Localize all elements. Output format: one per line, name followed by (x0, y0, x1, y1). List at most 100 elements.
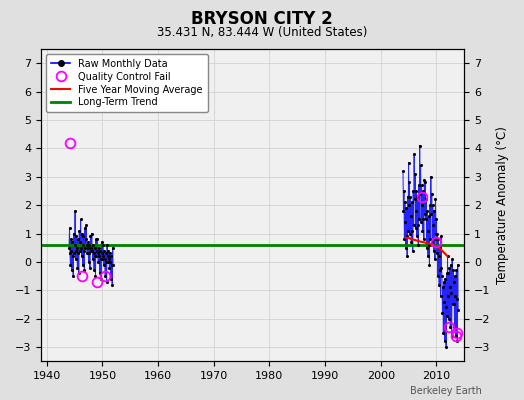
Point (416, 142, 424, 149)
Point (89, 256, 97, 262)
Point (93, 236, 102, 242)
Point (106, 250, 114, 257)
Point (428, 239, 436, 245)
Point (90, 244, 99, 251)
Point (102, 278, 111, 285)
Point (109, 262, 117, 268)
Point (431, 256, 439, 262)
Point (439, 284, 447, 291)
Point (454, 307, 462, 313)
Point (69, 273, 78, 279)
Point (405, 202, 413, 208)
Point (103, 242, 111, 248)
Point (417, 219, 425, 225)
Point (450, 278, 458, 285)
Point (97, 276, 105, 282)
Point (442, 344, 450, 350)
Point (426, 236, 434, 242)
Point (76, 239, 84, 245)
Point (99, 242, 107, 248)
Point (399, 168, 407, 174)
Point (409, 222, 418, 228)
Point (71, 247, 80, 254)
Point (107, 253, 115, 260)
Point (425, 202, 434, 208)
Point (406, 194, 414, 200)
Point (401, 219, 410, 225)
Point (418, 202, 426, 208)
Point (77, 244, 85, 251)
Point (450, 324, 458, 330)
Point (419, 188, 427, 194)
Point (72, 233, 81, 240)
Point (405, 179, 413, 186)
Point (102, 250, 110, 257)
Point (451, 273, 459, 279)
Point (420, 236, 428, 242)
Point (452, 267, 461, 274)
Point (433, 250, 441, 257)
Point (410, 196, 419, 203)
Point (411, 225, 420, 231)
Point (422, 244, 431, 251)
Point (80, 267, 89, 274)
Point (439, 330, 447, 336)
Point (104, 247, 113, 254)
Point (432, 230, 440, 237)
Point (86, 233, 94, 240)
Point (399, 208, 408, 214)
Point (445, 284, 454, 291)
Point (448, 256, 456, 262)
Point (425, 242, 433, 248)
Point (400, 188, 408, 194)
Point (67, 236, 75, 242)
Point (68, 267, 76, 274)
Point (74, 250, 82, 257)
Point (413, 222, 422, 228)
Y-axis label: Temperature Anomaly (°C): Temperature Anomaly (°C) (496, 126, 509, 284)
Point (101, 256, 109, 262)
Point (80, 247, 88, 254)
Point (96, 247, 104, 254)
Point (409, 188, 418, 194)
Point (66, 250, 74, 257)
Point (433, 273, 442, 279)
Point (94, 244, 103, 251)
Point (447, 290, 455, 296)
Point (427, 174, 435, 180)
Text: BRYSON CITY 2: BRYSON CITY 2 (191, 10, 333, 28)
Point (81, 225, 89, 231)
Point (74, 236, 82, 242)
Point (438, 310, 446, 316)
Point (97, 239, 106, 245)
Point (430, 236, 439, 242)
Point (93, 247, 101, 254)
Point (103, 259, 112, 265)
Point (433, 230, 442, 237)
Point (425, 262, 434, 268)
Point (419, 216, 428, 222)
Point (445, 316, 453, 322)
Point (402, 205, 410, 211)
Point (73, 244, 81, 251)
Point (100, 247, 108, 254)
Text: Berkeley Earth: Berkeley Earth (410, 386, 482, 396)
Point (446, 262, 455, 268)
Point (106, 259, 115, 265)
Point (451, 293, 460, 299)
Point (104, 253, 112, 260)
Point (66, 225, 74, 231)
Point (100, 262, 108, 268)
Point (108, 244, 117, 251)
Point (406, 230, 414, 237)
Point (430, 247, 438, 254)
Point (91, 253, 99, 260)
Point (417, 182, 425, 188)
Point (70, 250, 79, 257)
Point (449, 267, 457, 274)
Point (94, 250, 102, 257)
Point (443, 313, 451, 319)
Point (75, 228, 83, 234)
Point (99, 253, 107, 260)
Point (84, 259, 93, 265)
